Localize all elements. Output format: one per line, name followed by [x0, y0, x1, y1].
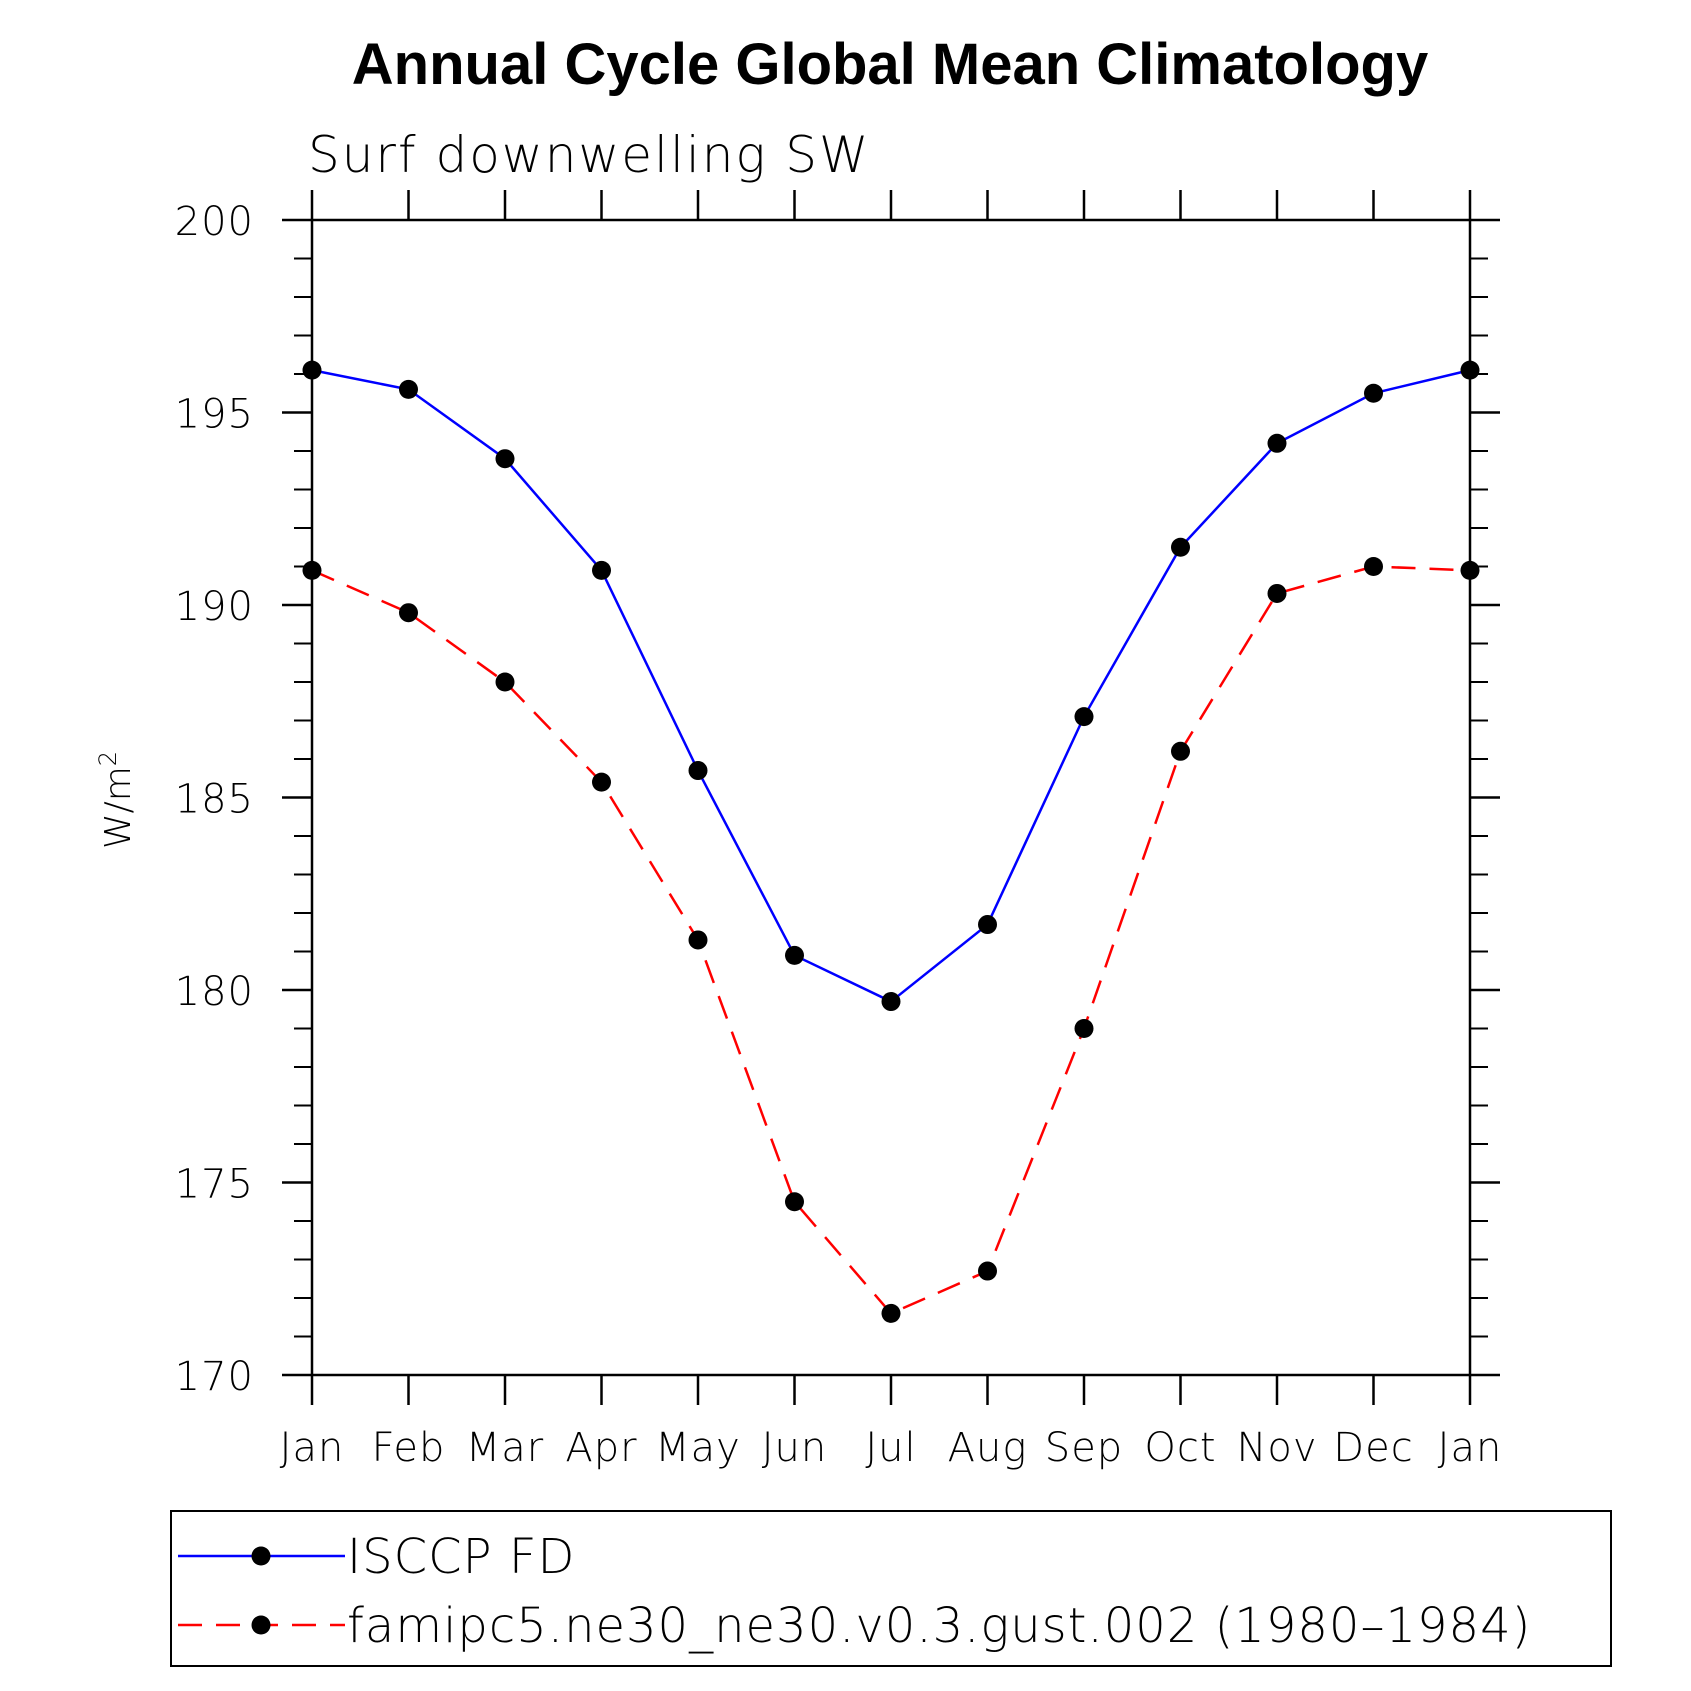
series-line-2 [311, 565, 1471, 1315]
y-tick-label: 180 [175, 969, 254, 1015]
y-tick-label: 200 [175, 199, 254, 245]
y-axis-label: W/m2 [94, 751, 139, 849]
y-tick-label: 175 [175, 1162, 254, 1208]
x-tick-label: Apr [565, 1425, 637, 1471]
series-1-point [1364, 383, 1383, 403]
series-2-point [1171, 741, 1190, 761]
chart-title: Annual Cycle Global Mean Climatology [352, 32, 1428, 97]
series-2-point [785, 1192, 804, 1212]
series-layer [302, 360, 1480, 1323]
series-2-point [688, 930, 708, 950]
series-1-point [399, 379, 418, 399]
legend: ISCCP FD famipc5.ne30_ne30.v0.3.gust.002 … [170, 1510, 1612, 1667]
x-tick-label: Sep [1045, 1425, 1123, 1471]
series-2-point [1267, 583, 1287, 603]
x-tick-label: Dec [1333, 1425, 1413, 1471]
series-1-point [688, 761, 708, 781]
x-tick-label: Jul [865, 1425, 916, 1471]
series-2-point [1460, 560, 1480, 580]
y-tick-label: 185 [175, 777, 254, 823]
plot-frame [310, 218, 1472, 1377]
series-1-point [1171, 537, 1190, 557]
series-2-point [881, 1303, 901, 1323]
series-1-point [302, 360, 322, 380]
x-tick-label: May [655, 1425, 741, 1471]
x-tick-label: Mar [466, 1425, 544, 1471]
series-1-point [785, 945, 804, 965]
legend-marker-2 [251, 1615, 271, 1635]
y-tick-label: 195 [175, 392, 254, 438]
legend-label-2: famipc5.ne30_ne30.v0.3.gust.002 (1980–19… [347, 1598, 1531, 1654]
series-1-point [592, 560, 611, 580]
series-2-point [302, 560, 322, 580]
series-2-point [978, 1261, 997, 1281]
x-tick-label: Jan [280, 1425, 345, 1471]
series-1-point [495, 449, 515, 469]
series-1-point [978, 915, 997, 935]
series-line-1 [311, 368, 1471, 1004]
series-2-point [1364, 557, 1383, 576]
series-2-point [399, 603, 418, 623]
legend-label-1: ISCCP FD [347, 1529, 575, 1585]
y-tick-label: 190 [175, 584, 254, 630]
series-1-point [1267, 433, 1287, 453]
legend-box [170, 1510, 1612, 1667]
x-tick-label: Nov [1236, 1425, 1317, 1471]
series-2-point [1074, 1019, 1094, 1038]
series-1-point [1074, 707, 1094, 727]
x-tick-label: Feb [372, 1425, 446, 1471]
series-1-point [1460, 360, 1480, 380]
y-axis-label-unit: W/m [98, 766, 139, 849]
x-tick-label: Jun [762, 1425, 828, 1471]
y-axis-label-superscript: 2 [94, 751, 122, 766]
chart-subtitle: Surf downwelling SW [308, 126, 871, 184]
series-2-point [592, 772, 611, 792]
series-2-point [495, 672, 515, 692]
y-tick-label: 170 [175, 1354, 254, 1400]
x-tick-label: Oct [1144, 1425, 1216, 1471]
axes-layer: Jan Feb Mar Apr May Jun Jul Aug Sep Oct Nov Dec Jan 1… [175, 190, 1503, 1471]
x-tick-label: Jan [1438, 1425, 1503, 1471]
x-tick-label: Aug [948, 1425, 1028, 1471]
legend-marker-1 [251, 1546, 271, 1566]
series-1-point [881, 992, 901, 1012]
